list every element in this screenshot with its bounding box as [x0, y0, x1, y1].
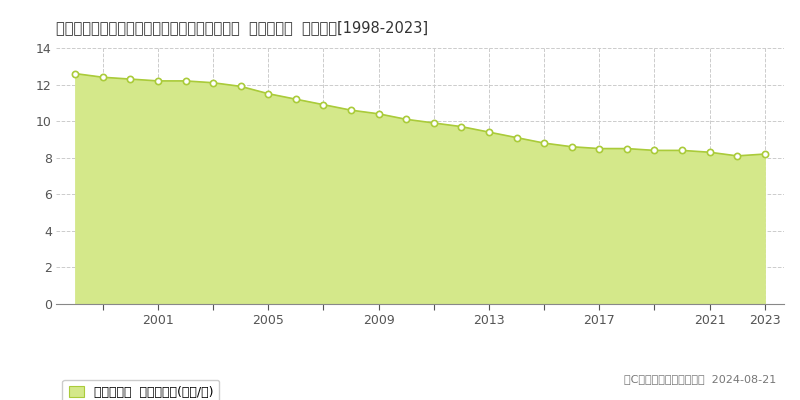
Legend: 基準地価格  平均坪単価(万円/坪): 基準地価格 平均坪単価(万円/坪) [62, 380, 219, 400]
Text: 福島県石川郡石川町大字双里字谷津前３９番３  基準地価格  地価推移[1998-2023]: 福島県石川郡石川町大字双里字谷津前３９番３ 基準地価格 地価推移[1998-20… [56, 20, 428, 35]
Text: （C）土地価格ドットコム  2024-08-21: （C）土地価格ドットコム 2024-08-21 [624, 374, 776, 384]
